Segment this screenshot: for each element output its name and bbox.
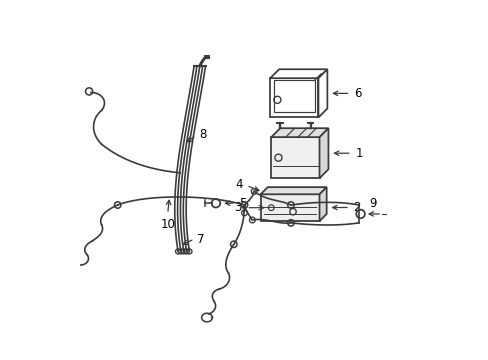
Text: 7: 7	[197, 233, 204, 246]
Text: 5: 5	[239, 197, 246, 210]
Text: 10: 10	[160, 217, 175, 230]
Text: 3: 3	[234, 201, 242, 214]
Polygon shape	[260, 194, 319, 221]
Text: 2: 2	[353, 201, 360, 214]
Text: 1: 1	[354, 147, 362, 160]
Polygon shape	[270, 69, 326, 78]
Text: 9: 9	[369, 197, 376, 211]
Polygon shape	[260, 187, 326, 194]
Polygon shape	[319, 128, 328, 178]
Polygon shape	[318, 69, 326, 117]
Text: 6: 6	[353, 87, 361, 100]
Polygon shape	[271, 137, 319, 178]
Text: 8: 8	[198, 128, 206, 141]
Polygon shape	[270, 78, 318, 117]
Polygon shape	[271, 128, 328, 137]
Polygon shape	[319, 187, 326, 221]
Text: 4: 4	[235, 178, 242, 191]
